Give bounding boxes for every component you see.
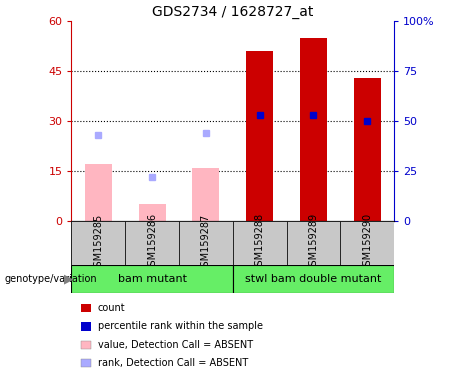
Bar xyxy=(139,204,165,221)
Text: GSM159286: GSM159286 xyxy=(147,214,157,272)
Bar xyxy=(287,221,340,265)
Text: rank, Detection Call = ABSENT: rank, Detection Call = ABSENT xyxy=(98,358,248,368)
Bar xyxy=(85,164,112,221)
Text: percentile rank within the sample: percentile rank within the sample xyxy=(98,321,263,331)
Bar xyxy=(246,51,273,221)
Bar xyxy=(125,221,179,265)
Text: GSM159290: GSM159290 xyxy=(362,214,372,272)
Bar xyxy=(233,265,394,293)
Bar xyxy=(300,38,327,221)
Text: GSM159287: GSM159287 xyxy=(201,213,211,273)
Bar xyxy=(179,221,233,265)
Text: count: count xyxy=(98,303,125,313)
Text: stwl bam double mutant: stwl bam double mutant xyxy=(245,274,382,284)
Bar xyxy=(71,221,394,265)
Bar xyxy=(354,78,381,221)
Title: GDS2734 / 1628727_at: GDS2734 / 1628727_at xyxy=(152,5,313,19)
Bar xyxy=(340,221,394,265)
Text: ▶: ▶ xyxy=(64,272,73,285)
Bar xyxy=(193,167,219,221)
Bar xyxy=(71,265,233,293)
Text: GSM159288: GSM159288 xyxy=(254,214,265,272)
Text: value, Detection Call = ABSENT: value, Detection Call = ABSENT xyxy=(98,340,253,350)
Text: GSM159285: GSM159285 xyxy=(93,213,103,273)
Text: GSM159289: GSM159289 xyxy=(308,214,319,272)
Bar xyxy=(233,221,287,265)
Text: bam mutant: bam mutant xyxy=(118,274,187,284)
Bar xyxy=(71,221,125,265)
Text: genotype/variation: genotype/variation xyxy=(5,274,97,284)
